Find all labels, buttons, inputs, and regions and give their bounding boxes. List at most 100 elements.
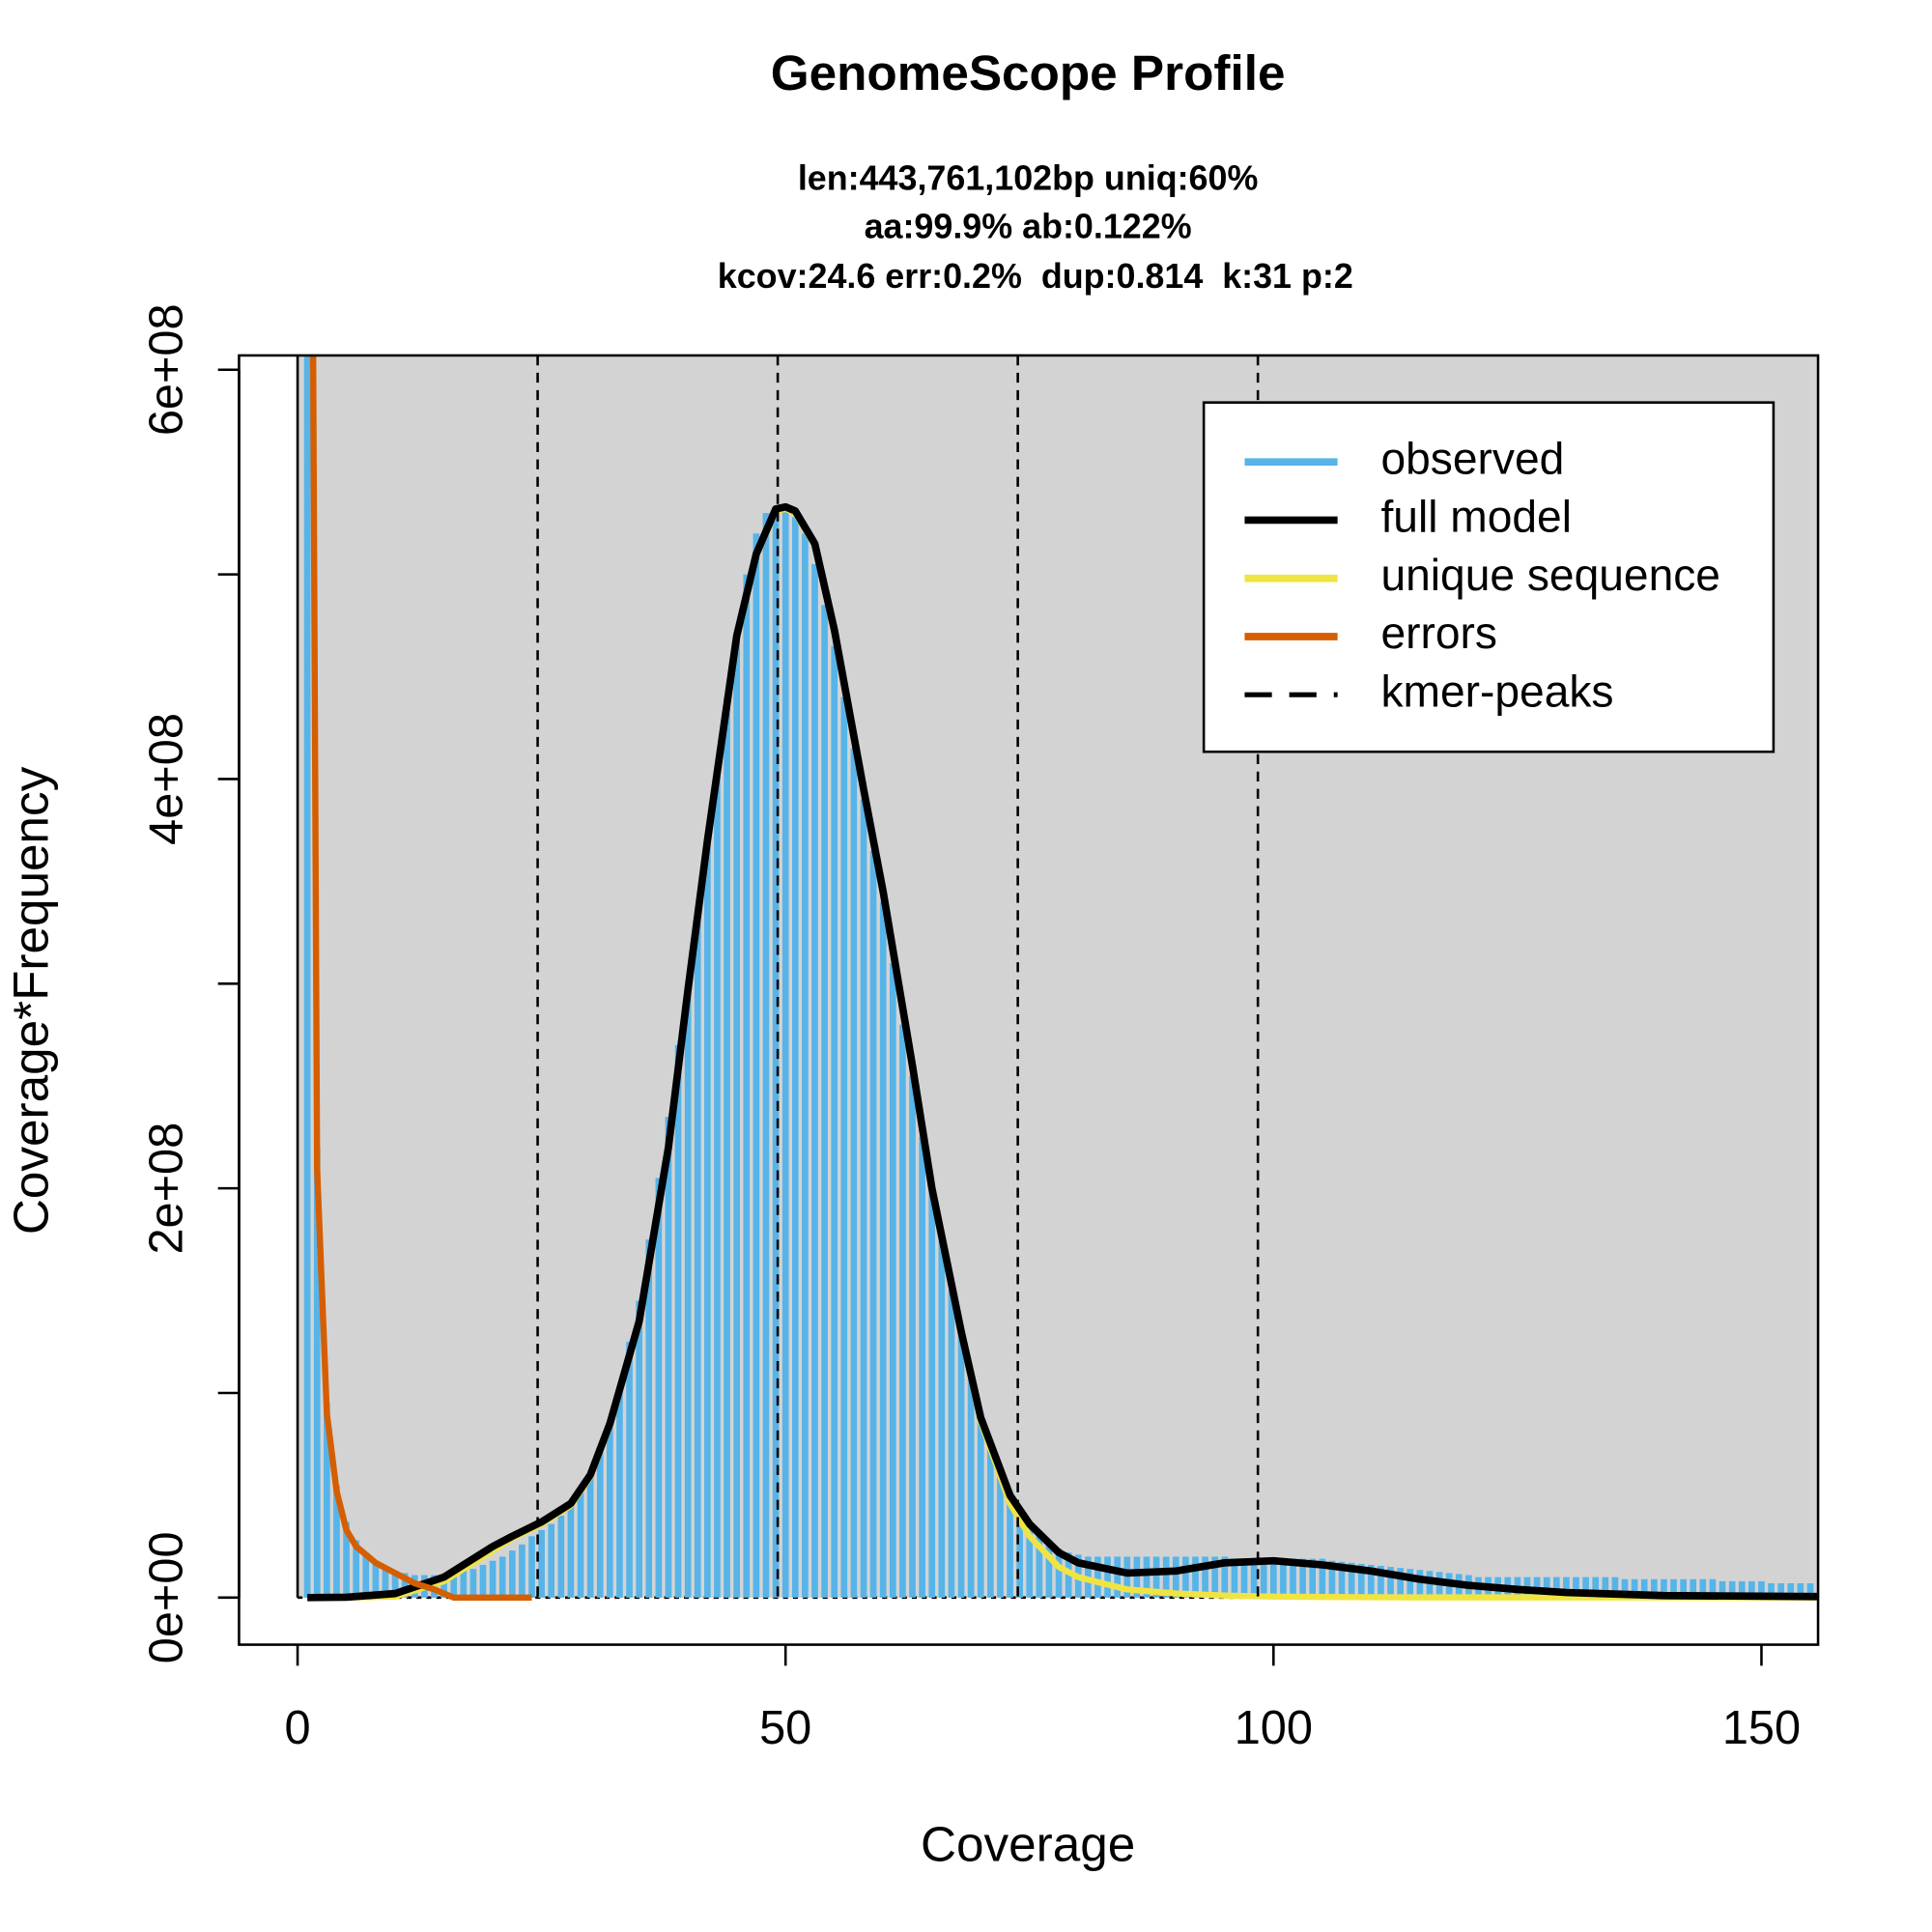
observed-bar (791, 517, 799, 1598)
observed-bar (1378, 1566, 1384, 1598)
observed-bar (1348, 1562, 1355, 1598)
observed-bar (665, 1117, 672, 1598)
observed-bar (460, 1571, 468, 1598)
observed-bar (811, 564, 818, 1598)
observed-bar (362, 1552, 370, 1598)
observed-bar (1387, 1567, 1394, 1598)
observed-bar (596, 1450, 604, 1598)
observed-bar (372, 1560, 380, 1598)
axes: 0 50 100 150 0e+00 2e+08 4e+08 6e+08 (141, 303, 1802, 1754)
x-tick-label: 100 (1235, 1702, 1313, 1754)
observed-bar (567, 1505, 575, 1598)
observed-bar (1787, 1583, 1795, 1598)
observed-bar (1680, 1578, 1687, 1598)
observed-bar (1563, 1577, 1570, 1598)
observed-bar (1309, 1558, 1317, 1598)
observed-bar (724, 696, 730, 1598)
observed-bar (626, 1342, 633, 1598)
observed-bar (1260, 1558, 1267, 1598)
observed-bar (1611, 1577, 1619, 1598)
observed-bar (938, 1239, 946, 1598)
observed-bar (324, 1403, 330, 1598)
observed-bar (743, 574, 751, 1598)
subtitle: len:443,761,102bp uniq:60% (798, 159, 1259, 198)
observed-bar (586, 1474, 594, 1598)
observed-bar (1221, 1556, 1229, 1598)
observed-bar (1250, 1558, 1258, 1598)
observed-bar (948, 1291, 955, 1598)
observed-bar (1426, 1571, 1434, 1598)
observed-bar (577, 1491, 584, 1598)
model-line (307, 502, 1819, 1602)
observed-bar (401, 1573, 409, 1598)
observed-bar (1690, 1578, 1697, 1598)
observed-bar (1162, 1556, 1170, 1598)
observed-bar (802, 533, 809, 1598)
observed-bar (1240, 1558, 1248, 1598)
observed-bar (1045, 1542, 1053, 1598)
observed-bar (1777, 1583, 1784, 1598)
observed-bar (1007, 1491, 1013, 1598)
y-tick-label: 2e+08 (141, 1122, 193, 1255)
observed-bar (1036, 1534, 1043, 1598)
observed-bar (1123, 1556, 1131, 1598)
observed-bar (928, 1188, 936, 1598)
x-axis-label: Coverage (921, 1816, 1135, 1871)
observed-bar (616, 1388, 623, 1598)
subtitle: aa:99.9% ab:0.122% (865, 208, 1192, 246)
observed-bar (1172, 1556, 1179, 1598)
observed-bar (1552, 1577, 1560, 1598)
observed-bar (450, 1573, 458, 1598)
observed-bar (1592, 1577, 1600, 1598)
observed-bar (498, 1556, 506, 1598)
chart-title: GenomeScope Profile (771, 45, 1286, 100)
observed-bar (1368, 1564, 1375, 1598)
observed-bar (1748, 1580, 1755, 1598)
observed-bar (1699, 1578, 1707, 1598)
observed-bar (1573, 1577, 1579, 1598)
x-tick-label: 150 (1722, 1702, 1801, 1754)
observed-bar (1280, 1558, 1287, 1598)
model-line (309, 355, 532, 1602)
observed-bar (343, 1521, 350, 1598)
observed-bar (557, 1516, 565, 1598)
observed-bar (1269, 1558, 1277, 1598)
legend-label: kmer-peaks (1380, 666, 1613, 716)
observed-bar (1114, 1556, 1122, 1598)
observed-bar (772, 506, 780, 1598)
y-axis-label: Coverage*Frequency (3, 766, 58, 1235)
observed-bar (781, 508, 789, 1598)
observed-bar (850, 748, 858, 1598)
observed-bar (1338, 1561, 1346, 1598)
observed-bar (1328, 1560, 1336, 1598)
observed-bar (909, 1075, 916, 1598)
observed-bar (645, 1239, 653, 1598)
observed-bar (1397, 1568, 1404, 1598)
observed-bar (831, 645, 838, 1598)
observed-bar (1192, 1556, 1199, 1598)
observed-bar (313, 1147, 321, 1598)
observed-bar (714, 768, 721, 1598)
observed-bar (1143, 1556, 1151, 1598)
observed-bar (469, 1569, 477, 1598)
observed-bar (879, 901, 887, 1598)
observed-bar (1670, 1578, 1677, 1598)
y-tick-label: 4e+08 (141, 713, 193, 845)
x-tick-label: 0 (285, 1702, 311, 1754)
observed-bar (1319, 1558, 1326, 1598)
observed-bar (1806, 1583, 1814, 1598)
observed-bar (821, 605, 828, 1598)
x-tick-label: 50 (759, 1702, 811, 1754)
observed-bar (957, 1331, 965, 1598)
observed-bar (1299, 1558, 1306, 1598)
observed-bar (607, 1423, 613, 1598)
observed-bar (840, 696, 848, 1598)
observed-bar (1016, 1509, 1023, 1598)
observed-bar (1709, 1578, 1717, 1598)
observed-bar (967, 1372, 975, 1598)
observed-bar (479, 1564, 487, 1598)
observed-bar (997, 1470, 1004, 1598)
observed-bar (1104, 1556, 1111, 1598)
observed-bar (899, 1024, 906, 1598)
observed-bar (684, 983, 692, 1598)
